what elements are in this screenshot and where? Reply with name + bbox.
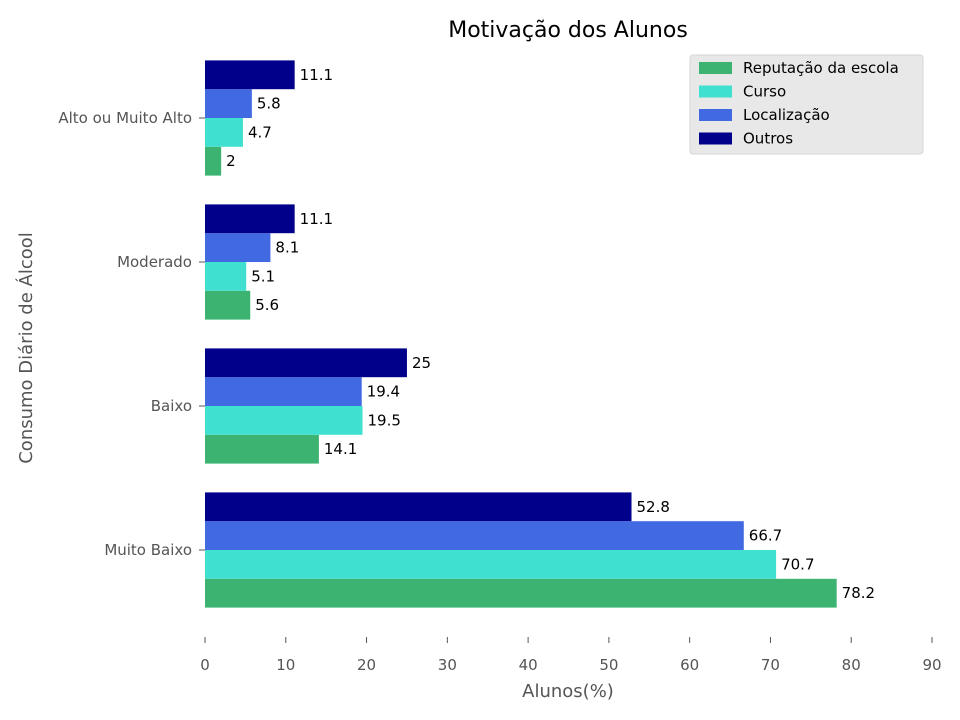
bar-reputacao-da-escola-alto-ou-muito-alto [205, 146, 222, 176]
data-label-outros-muito-baixo: 52.8 [637, 498, 670, 516]
bar-localizacao-alto-ou-muito-alto [205, 89, 252, 118]
y-tick-label-alto-ou-muito-alto: Alto ou Muito Alto [58, 109, 192, 127]
data-label-curso-moderado: 5.1 [251, 267, 275, 285]
bar-outros-moderado [205, 204, 295, 234]
data-label-reputacao-da-escola-muito-baixo: 78.2 [842, 584, 875, 602]
data-label-outros-moderado: 11.1 [300, 210, 333, 228]
x-tick-label-90: 90 [922, 656, 941, 674]
legend-swatch-reputacao-da-escola [699, 62, 732, 74]
bars-group [205, 60, 837, 608]
x-tick-label-70: 70 [761, 656, 780, 674]
bar-curso-alto-ou-muito-alto [205, 118, 243, 147]
bar-outros-muito-baixo [205, 492, 632, 522]
y-tick-label-moderado: Moderado [117, 253, 192, 271]
data-label-localizacao-baixo: 19.4 [367, 383, 400, 401]
bar-curso-moderado [205, 262, 247, 291]
data-label-curso-muito-baixo: 70.7 [781, 555, 814, 573]
x-axis-ticks: 0 10 20 30 40 50 60 70 80 90 [200, 637, 942, 674]
x-tick-label-0: 0 [200, 656, 210, 674]
y-axis-label: Consumo Diário de Álcool [15, 232, 37, 464]
bar-localizacao-baixo [205, 377, 362, 406]
x-tick-label-20: 20 [357, 656, 376, 674]
data-label-reputacao-da-escola-alto-ou-muito-alto: 2 [226, 152, 236, 170]
x-tick-label-40: 40 [519, 656, 538, 674]
data-label-reputacao-da-escola-baixo: 14.1 [324, 440, 357, 458]
y-axis-ticks: Muito Baixo Baixo Moderado Alto ou Muito Al… [58, 109, 205, 559]
bar-curso-baixo [205, 406, 363, 435]
legend-label-outros: Outros [743, 130, 793, 148]
legend-label-localizacao: Localização [743, 106, 830, 124]
data-label-localizacao-moderado: 8.1 [275, 239, 299, 257]
bar-outros-baixo [205, 348, 407, 378]
data-label-localizacao-muito-baixo: 66.7 [749, 527, 782, 545]
chart-title: Motivação dos Alunos [448, 18, 688, 43]
data-label-outros-alto-ou-muito-alto: 11.1 [300, 66, 333, 84]
bar-localizacao-muito-baixo [205, 521, 744, 550]
data-labels-group: 78.270.766.752.814.119.519.4255.65.18.11… [226, 66, 875, 602]
x-tick-label-80: 80 [842, 656, 861, 674]
data-label-localizacao-alto-ou-muito-alto: 5.8 [257, 95, 281, 113]
bar-curso-muito-baixo [205, 550, 777, 579]
bar-outros-alto-ou-muito-alto [205, 60, 295, 90]
legend-box [689, 54, 924, 155]
data-label-curso-baixo: 19.5 [368, 411, 401, 429]
data-label-outros-baixo: 25 [412, 354, 431, 372]
legend-swatch-outros [699, 132, 732, 145]
x-tick-label-60: 60 [680, 656, 699, 674]
x-tick-label-30: 30 [438, 656, 457, 674]
y-tick-label-baixo: Baixo [151, 397, 192, 415]
data-label-curso-alto-ou-muito-alto: 4.7 [248, 123, 272, 141]
bar-reputacao-da-escola-moderado [205, 290, 251, 320]
x-tick-label-10: 10 [276, 656, 295, 674]
legend-label-curso: Curso [743, 83, 786, 101]
x-axis-label: Alunos(%) [522, 681, 614, 702]
bar-reputacao-da-escola-muito-baixo [205, 578, 837, 608]
legend-label-reputacao-da-escola: Reputação da escola [743, 59, 899, 77]
bar-reputacao-da-escola-baixo [205, 434, 319, 464]
legend: Reputação da escola Curso Localização Outro… [689, 54, 924, 155]
x-tick-label-50: 50 [599, 656, 618, 674]
data-label-reputacao-da-escola-moderado: 5.6 [255, 296, 279, 314]
y-tick-label-muito-baixo: Muito Baixo [104, 541, 192, 559]
legend-swatch-localizacao [699, 109, 732, 121]
legend-swatch-curso [699, 85, 732, 98]
bar-localizacao-moderado [205, 233, 271, 262]
